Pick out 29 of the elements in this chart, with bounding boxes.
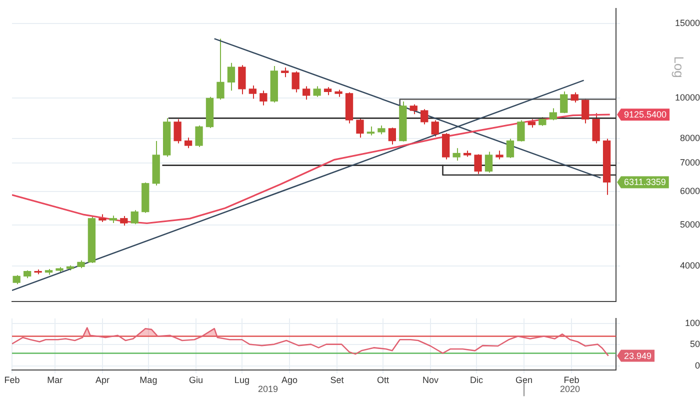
x-tick-label: Ago bbox=[281, 375, 298, 386]
y-tick-label: 15000 bbox=[674, 18, 700, 28]
y-tick-label: 5000 bbox=[680, 219, 700, 230]
x-tick-label: Lug bbox=[234, 375, 250, 386]
text: 2020 bbox=[560, 384, 580, 394]
x-tick-label: Feb bbox=[564, 375, 580, 386]
x-tick-label: Mag bbox=[140, 375, 158, 386]
text: 6311.3359 bbox=[624, 177, 666, 188]
y-tick-label: 0 bbox=[694, 360, 700, 370]
data-label: 23.949 bbox=[624, 350, 652, 361]
y-tick-label: 4000 bbox=[680, 260, 700, 270]
data-label: 9125.5400 bbox=[624, 110, 667, 120]
x-tick-label: Nov bbox=[422, 375, 440, 386]
x-tick-label: Feb bbox=[4, 375, 20, 386]
y-tick-label: 10000 bbox=[674, 92, 700, 102]
y-tick-label: 6000 bbox=[680, 186, 700, 196]
x-tick-label: Gen bbox=[516, 375, 533, 386]
x-tick-label: Apr bbox=[95, 375, 110, 386]
x-tick-label: Set bbox=[330, 375, 344, 386]
x-tick-label: Dic bbox=[470, 375, 484, 386]
text: 2019 bbox=[258, 384, 278, 394]
y-tick-label: 8000 bbox=[680, 133, 700, 144]
text: Log bbox=[671, 56, 686, 78]
x-tick-label: Ott bbox=[376, 375, 390, 386]
x-tick-label: Mar bbox=[47, 375, 63, 386]
y-tick-label: 7000 bbox=[680, 158, 700, 168]
y-tick-label: 100 bbox=[684, 318, 700, 328]
y-tick-label: 50 bbox=[690, 339, 700, 350]
x-tick-label: Giu bbox=[188, 375, 203, 386]
